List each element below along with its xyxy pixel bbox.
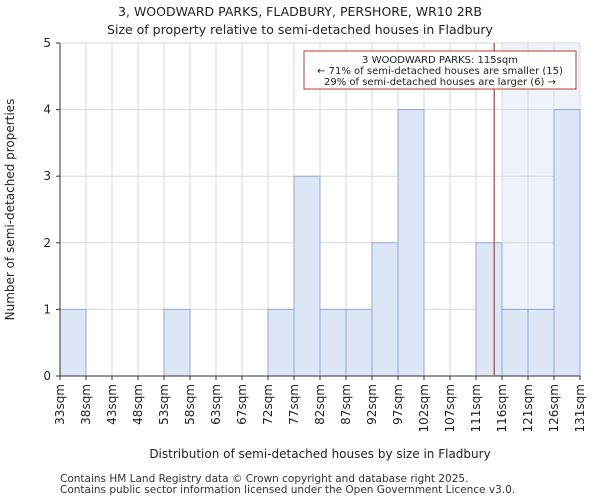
histogram-bar	[475, 242, 503, 377]
x-axis-label: Distribution of semi-detached houses by …	[149, 447, 490, 461]
histogram-bar	[371, 242, 399, 377]
x-tick-label: 131sqm	[573, 384, 587, 432]
x-tick-label: 38sqm	[79, 384, 93, 425]
footer-licence: Contains public sector information licen…	[60, 484, 516, 496]
footer-copyright: Contains HM Land Registry data © Crown c…	[60, 473, 469, 485]
histogram-bar	[59, 308, 87, 377]
histogram-bar	[553, 109, 581, 377]
x-tick-label: 116sqm	[495, 384, 509, 432]
annotation-line1: 3 WOODWARD PARKS: 115sqm	[362, 55, 518, 66]
y-axis-label: Number of semi-detached properties	[3, 99, 17, 321]
x-tick-label: 97sqm	[391, 384, 405, 425]
y-tick-label: 0	[43, 369, 51, 383]
annotation-line3: 29% of semi-detached houses are larger (…	[324, 77, 556, 88]
x-tick-label: 72sqm	[261, 384, 275, 425]
x-tick-label: 87sqm	[339, 384, 353, 425]
chart-title: 3, WOODWARD PARKS, FLADBURY, PERSHORE, W…	[118, 4, 482, 19]
x-tick-label: 82sqm	[313, 384, 327, 425]
y-tick-label: 1	[43, 302, 51, 316]
x-tick-label: 92sqm	[365, 384, 379, 425]
histogram-bar	[293, 175, 321, 377]
x-tick-label: 58sqm	[183, 384, 197, 425]
x-tick-label: 102sqm	[417, 384, 431, 432]
y-tick-label: 5	[43, 36, 51, 50]
histogram-bar	[501, 308, 529, 377]
chart-subtitle: Size of property relative to semi-detach…	[107, 22, 493, 37]
x-tick-label: 111sqm	[469, 384, 483, 432]
x-tick-label: 77sqm	[287, 384, 301, 425]
annotation-box	[303, 50, 577, 90]
x-tick-label: 43sqm	[105, 384, 119, 425]
y-tick-label: 4	[43, 103, 51, 117]
histogram-bar	[397, 109, 425, 377]
x-tick-label: 53sqm	[157, 384, 171, 425]
y-tick-label: 2	[43, 236, 51, 250]
x-tick-label: 63sqm	[209, 384, 223, 425]
histogram-bar	[319, 308, 347, 377]
x-tick-label: 107sqm	[443, 384, 457, 432]
histogram-bar	[345, 308, 373, 377]
y-tick-label: 3	[43, 169, 51, 183]
x-tick-label: 121sqm	[521, 384, 535, 432]
histogram-bar	[527, 308, 555, 377]
histogram-bar	[267, 308, 295, 377]
x-tick-label: 33sqm	[53, 384, 67, 425]
x-tick-label: 126sqm	[547, 384, 561, 432]
annotation-line2: ← 71% of semi-detached houses are smalle…	[317, 66, 563, 77]
histogram-bar	[163, 308, 191, 377]
x-tick-label: 67sqm	[235, 384, 249, 425]
x-tick-label: 48sqm	[131, 384, 145, 425]
